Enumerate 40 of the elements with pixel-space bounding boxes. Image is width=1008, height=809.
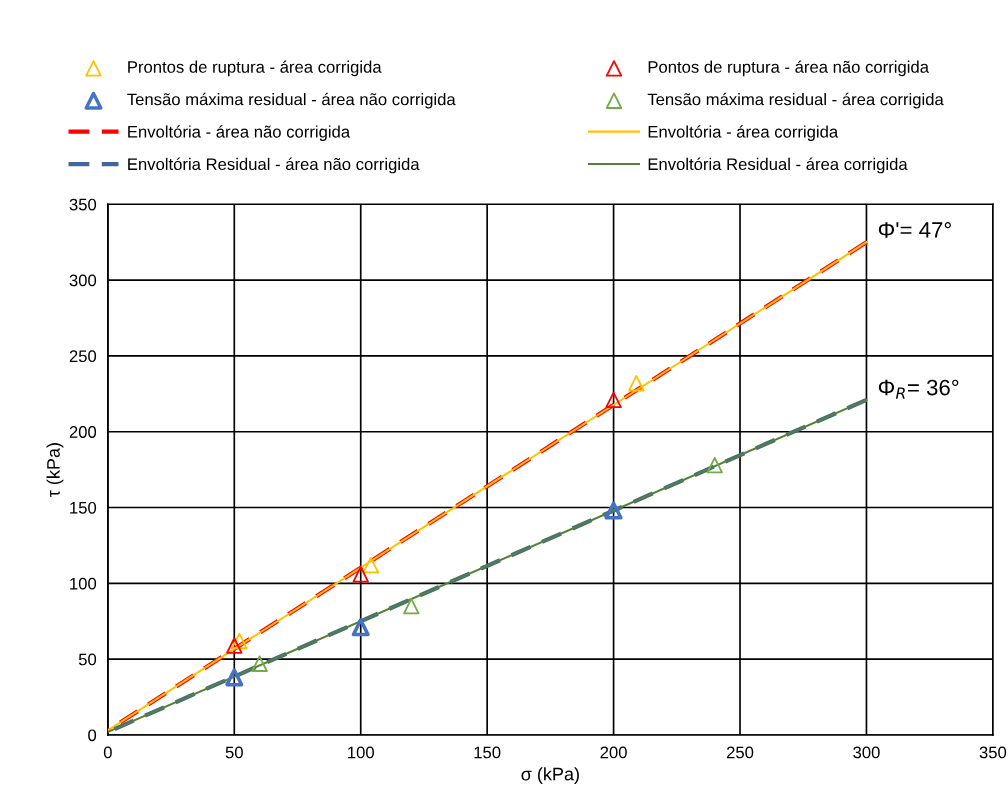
point bbox=[352, 566, 369, 583]
point bbox=[225, 668, 244, 687]
annotation: Φ$_{R}$= 36° bbox=[878, 379, 959, 399]
point bbox=[403, 597, 420, 615]
point bbox=[362, 556, 380, 574]
x-tick-label: 100 bbox=[348, 746, 374, 759]
y-tick-label: 200 bbox=[69, 426, 97, 438]
x-axis-title: σ (kPa) bbox=[521, 767, 579, 784]
point bbox=[605, 391, 622, 409]
x-tick-label: 350 bbox=[979, 746, 1007, 759]
legend-label: Tensão máxima residual - área não corrigida bbox=[127, 92, 456, 109]
legend-label: Envoltória Residual - área corrigida bbox=[648, 157, 908, 174]
legend-label: Prontos de ruptura - área corrigida bbox=[128, 60, 382, 77]
x-tick-label: 50 bbox=[225, 746, 243, 759]
y-axis-title: τ (kPa) bbox=[46, 443, 64, 498]
legend-label: Envoltória - área não corrigida bbox=[128, 125, 351, 141]
legend-label: Pontos de ruptura - área não corrigida bbox=[648, 60, 929, 77]
y-tick-label: 250 bbox=[69, 350, 97, 363]
x-tick-label: 0 bbox=[103, 746, 112, 759]
point bbox=[628, 375, 645, 392]
point bbox=[251, 655, 268, 672]
y-tick-label: 300 bbox=[69, 274, 97, 287]
point bbox=[706, 456, 723, 474]
point bbox=[226, 637, 243, 654]
x-tick-label: 150 bbox=[474, 746, 501, 759]
y-tick-label: 0 bbox=[88, 729, 97, 742]
x-tick-label: 200 bbox=[600, 746, 627, 759]
legend-label: Envoltória - área corrigida bbox=[648, 125, 839, 141]
point bbox=[231, 632, 248, 650]
y-tick-label: 50 bbox=[78, 653, 97, 666]
y-tick-label: 100 bbox=[70, 577, 97, 590]
annotation: Φ'= 47° bbox=[878, 222, 951, 238]
point bbox=[604, 501, 623, 520]
point bbox=[351, 618, 370, 637]
x-tick-label: 300 bbox=[853, 746, 880, 759]
y-tick-label: 150 bbox=[70, 501, 97, 514]
y-tick-label: 350 bbox=[69, 198, 97, 211]
legend-label: Tensão máxima residual - área corrigida bbox=[647, 92, 944, 109]
legend-label: Envoltória Residual - área não corrigida bbox=[128, 157, 420, 174]
x-tick-label: 250 bbox=[726, 746, 754, 759]
